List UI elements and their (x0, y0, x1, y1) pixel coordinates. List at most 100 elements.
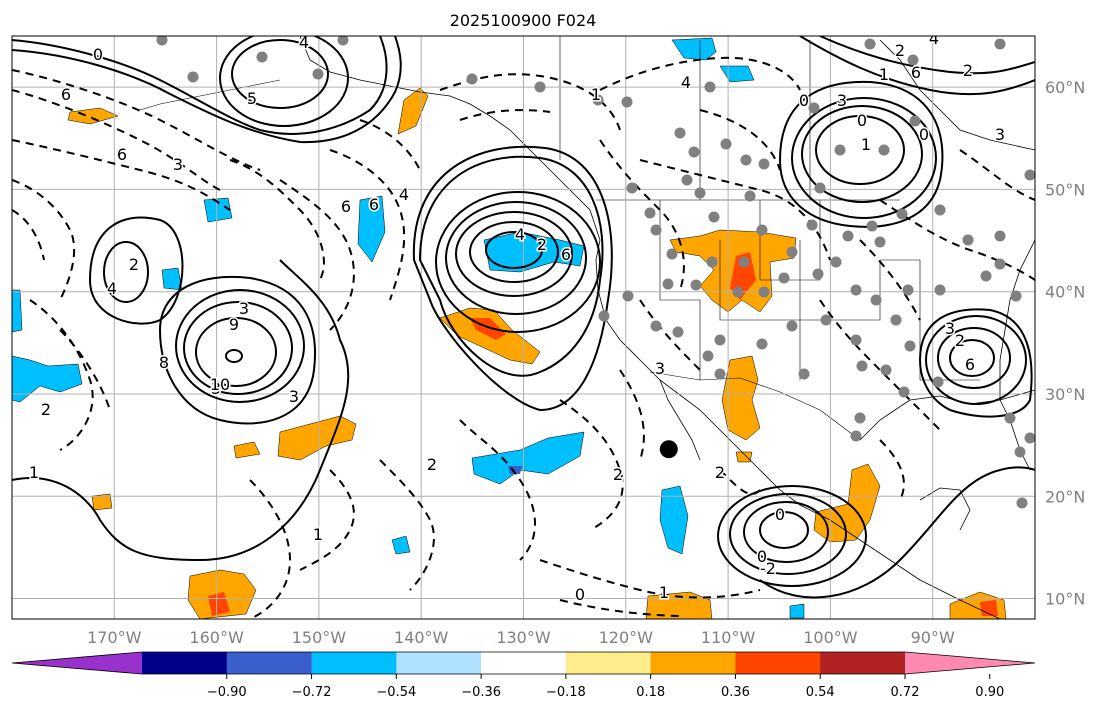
contour-se-4 (918, 308, 1033, 418)
contour-label: 1 (659, 583, 669, 602)
station-dot (592, 94, 604, 106)
contour-label: 2 (963, 61, 973, 80)
station-dot (898, 386, 910, 398)
contour-se-3 (925, 315, 1027, 405)
dcontour-8 (229, 159, 325, 281)
colorbar-segment (311, 652, 397, 674)
dcontour-15 (599, 139, 685, 291)
contour-label: 0 (919, 125, 929, 144)
station-dot (902, 284, 914, 296)
map-frame (11, 35, 1036, 620)
lat-tick-label: 50°N (1045, 180, 1085, 199)
lon-tick-label: 120°W (599, 628, 654, 647)
dcontour-17 (699, 109, 781, 171)
station-dot (932, 376, 944, 388)
station-dot (1016, 497, 1028, 509)
station-dot (666, 248, 678, 260)
station-dot (534, 81, 546, 93)
shade-blue-west1 (203, 197, 233, 223)
station-dot (720, 138, 732, 150)
contour-s-5 (759, 466, 1035, 599)
dcontour-32 (879, 439, 905, 501)
station-dot (870, 294, 882, 306)
contour-label: 2 (895, 41, 905, 60)
contour-label: 0 (93, 45, 103, 64)
colorbar-segment (481, 652, 567, 674)
station-dot (672, 326, 684, 338)
station-dot (744, 190, 756, 202)
contour-label: 6 (341, 197, 351, 216)
lon-tick-label: 170°W (87, 628, 142, 647)
dcontour-19 (619, 369, 645, 461)
lon-tick-label: 160°W (189, 628, 244, 647)
station-dot (878, 144, 890, 156)
station-dot (786, 246, 798, 258)
dcontour-24 (249, 479, 292, 619)
dcontour-25 (539, 559, 761, 599)
contour-low-5 (435, 191, 601, 333)
dcontour-3 (12, 139, 231, 211)
dcontour-26 (559, 599, 681, 617)
lat-tick-label: 60°N (1045, 78, 1085, 97)
station-dot (842, 230, 854, 242)
dcontour-18 (639, 299, 701, 371)
station-dot (909, 115, 921, 127)
shade-red-sw1 (208, 592, 230, 616)
latitude-tick-labels: 10°N 20°N 30°N 40°N 50°N 60°N (1045, 78, 1085, 608)
contour-label: 1 (29, 463, 39, 482)
station-dot (934, 284, 946, 296)
colorbar-tick-label: −0.90 (207, 685, 247, 700)
station-dot (994, 258, 1006, 270)
contour-low-7 (412, 145, 613, 412)
contour-ur-2 (819, 36, 1035, 75)
contour-label: 6 (369, 195, 379, 214)
station-dot (856, 360, 868, 372)
station-dot (1024, 169, 1035, 181)
contour-label: 8 (159, 353, 169, 372)
dcontour-5 (12, 209, 45, 261)
station-dot (806, 219, 818, 231)
shade-orange-pac-nw (397, 87, 429, 135)
shade-blue-sub3 (659, 485, 689, 555)
dcontour-21 (459, 419, 536, 561)
lon-tick-label: 150°W (292, 628, 347, 647)
station-dot (690, 279, 702, 291)
station-dot (650, 224, 662, 236)
lon-tick-label: 130°W (496, 628, 551, 647)
station-dot (622, 290, 634, 302)
shade-orange-mexico (721, 355, 761, 441)
colorbar-outline (11, 651, 1036, 675)
contour-label: 3 (837, 91, 847, 110)
contour-label: -2 (760, 559, 776, 578)
station-dot (714, 368, 726, 380)
contour-ne-2 (801, 105, 923, 203)
station-dot (820, 314, 832, 326)
dcontour-31 (719, 469, 761, 495)
colorbar-segment (142, 652, 228, 674)
colorbar-tick-label: 0.72 (891, 685, 920, 700)
contour-label: 6 (911, 63, 921, 82)
shade-orange-subtrop2 (233, 441, 261, 459)
station-dot (907, 54, 919, 66)
graticule (12, 36, 1035, 619)
contour-label: 1 (861, 135, 871, 154)
contour-ne-4 (778, 80, 944, 228)
contour-label: 6 (561, 245, 571, 264)
contour-high-2 (195, 317, 277, 387)
contour-se-2 (937, 327, 1011, 389)
station-dot (704, 81, 716, 93)
contour-label: 2 (715, 463, 725, 482)
station-dot (874, 236, 886, 248)
station-dot (864, 38, 876, 50)
contour-low-1 (485, 231, 543, 269)
state-line-2 (719, 240, 801, 380)
lat-tick-label: 10°N (1045, 590, 1085, 609)
station-dot (994, 230, 1006, 242)
contour-low-4 (445, 201, 587, 315)
station-dot (714, 334, 726, 346)
colorbar-tick-label: 0.90 (975, 685, 1004, 700)
contour-label: 0 (757, 547, 767, 566)
station-dot (1024, 432, 1035, 444)
location-marker (659, 440, 678, 459)
station-dot (814, 182, 826, 194)
